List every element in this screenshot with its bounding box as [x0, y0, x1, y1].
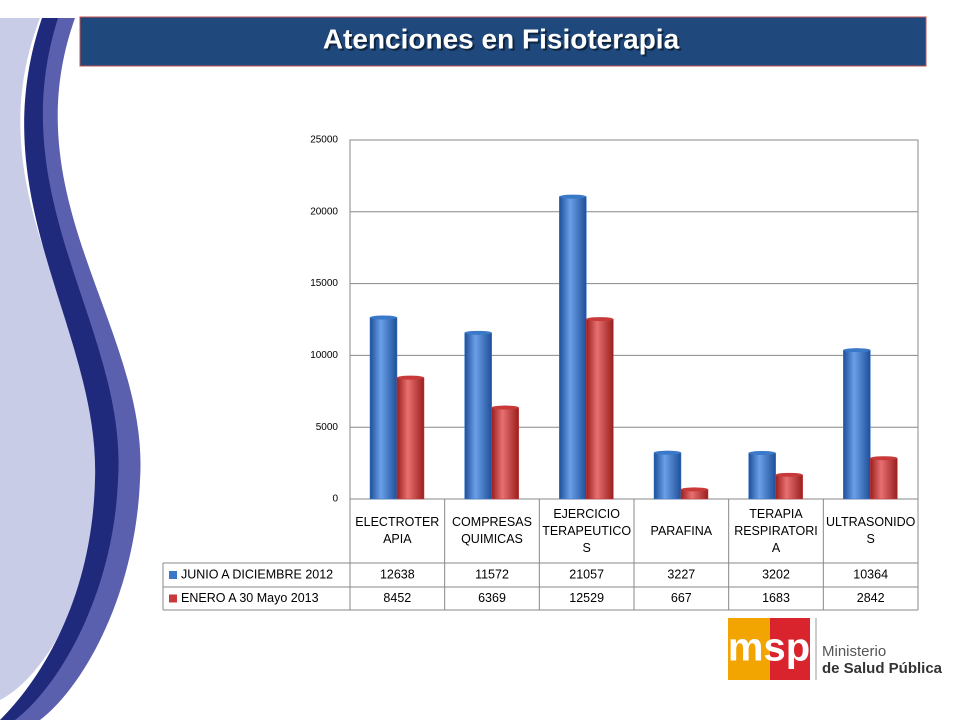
logo-mark: msp: [728, 626, 810, 670]
x-tick-label: COMPRESAS QUIMICAS: [452, 515, 532, 546]
bar-cap: [464, 330, 492, 335]
bar-body: [396, 377, 425, 500]
logo-line2: de Salud Pública: [822, 660, 943, 677]
bar-body: [870, 457, 898, 500]
logo-line1: Ministerio: [822, 643, 886, 660]
bar: [748, 451, 776, 500]
table-value: 10364: [853, 567, 888, 581]
legend-key: [169, 594, 177, 603]
legend-label: ENERO A 30 Mayo 2013: [181, 591, 319, 605]
logo: msp Ministerio de Salud Pública: [728, 618, 943, 680]
title-shadow: Atenciones en Fisioterapia: [325, 25, 682, 56]
category-cell: COMPRESAS QUIMICAS: [452, 515, 532, 546]
bar-body: [775, 474, 803, 500]
x-tick-label: PARAFINA: [650, 523, 713, 538]
bar-body: [653, 452, 682, 500]
bar-cap: [586, 317, 614, 322]
bar-body: [586, 318, 614, 500]
title-banner: [79, 16, 927, 67]
category-cell: ULTRASONIDOS: [825, 515, 916, 546]
table-value: 1683: [762, 591, 790, 605]
bar: [396, 375, 425, 500]
bar-cap: [370, 315, 397, 320]
category-cell: EJERCICIO TERAPEUTICOS: [542, 506, 632, 555]
table-value: 12529: [569, 591, 604, 605]
table-value: 3227: [667, 567, 695, 581]
y-tick-label: 5000: [316, 422, 339, 433]
y-tick-label: 10000: [310, 350, 338, 361]
bar: [843, 348, 871, 500]
legend-key: [169, 571, 177, 579]
bar: [369, 315, 398, 500]
table-value: 667: [671, 591, 692, 605]
x-tick-label: ELECTROTERAPIA: [355, 515, 440, 546]
bar-cap: [748, 451, 776, 456]
bar-body: [559, 196, 587, 500]
chart-title: Atenciones en Fisioterapia: [323, 23, 680, 54]
x-tick-label: EJERCICIO TERAPEUTICOS: [542, 506, 632, 555]
y-tick-label: 15000: [310, 278, 338, 289]
y-tick-label: 0: [332, 494, 338, 505]
category-cell: PARAFINA: [650, 523, 713, 538]
bar: [491, 405, 519, 500]
bar-body: [491, 407, 519, 500]
category-cell: TERAPIA RESPIRATORIA: [734, 506, 818, 555]
bar-body: [843, 349, 871, 500]
table-value: 2842: [857, 591, 885, 605]
bar: [775, 472, 803, 500]
x-tick-label: ULTRASONIDOS: [825, 515, 916, 546]
table-value: 3202: [762, 567, 790, 581]
bar-cap: [843, 348, 871, 353]
bar-cap: [681, 487, 708, 492]
logo-box: [770, 618, 810, 680]
table-value: 12638: [380, 567, 415, 581]
bar-cap: [870, 456, 898, 461]
bar: [870, 456, 898, 500]
x-tick-label: TERAPIA RESPIRATORIA: [734, 506, 818, 555]
bar-cap: [559, 194, 587, 199]
bar: [653, 450, 682, 500]
bar-body: [369, 317, 398, 500]
bar: [559, 194, 587, 500]
bar: [586, 317, 614, 500]
y-tick-label: 25000: [310, 135, 338, 146]
bar-body: [464, 332, 492, 500]
category-cell: ELECTROTERAPIA: [355, 515, 440, 546]
decoration: [0, 18, 141, 720]
plot-area: [349, 139, 919, 500]
bar-cap: [654, 450, 681, 455]
table-value: 11572: [475, 567, 509, 581]
bar-cap: [491, 405, 519, 410]
bar-body: [748, 452, 776, 500]
bar: [464, 330, 492, 500]
bar: [680, 487, 709, 500]
table-value: 21057: [569, 567, 604, 581]
table-value: 8452: [383, 591, 411, 605]
bar-cap: [397, 375, 424, 380]
legend-label: JUNIO A DICIEMBRE 2012: [181, 567, 333, 581]
table-value: 6369: [478, 591, 506, 605]
y-tick-label: 20000: [310, 206, 338, 217]
bar-cap: [775, 472, 803, 477]
